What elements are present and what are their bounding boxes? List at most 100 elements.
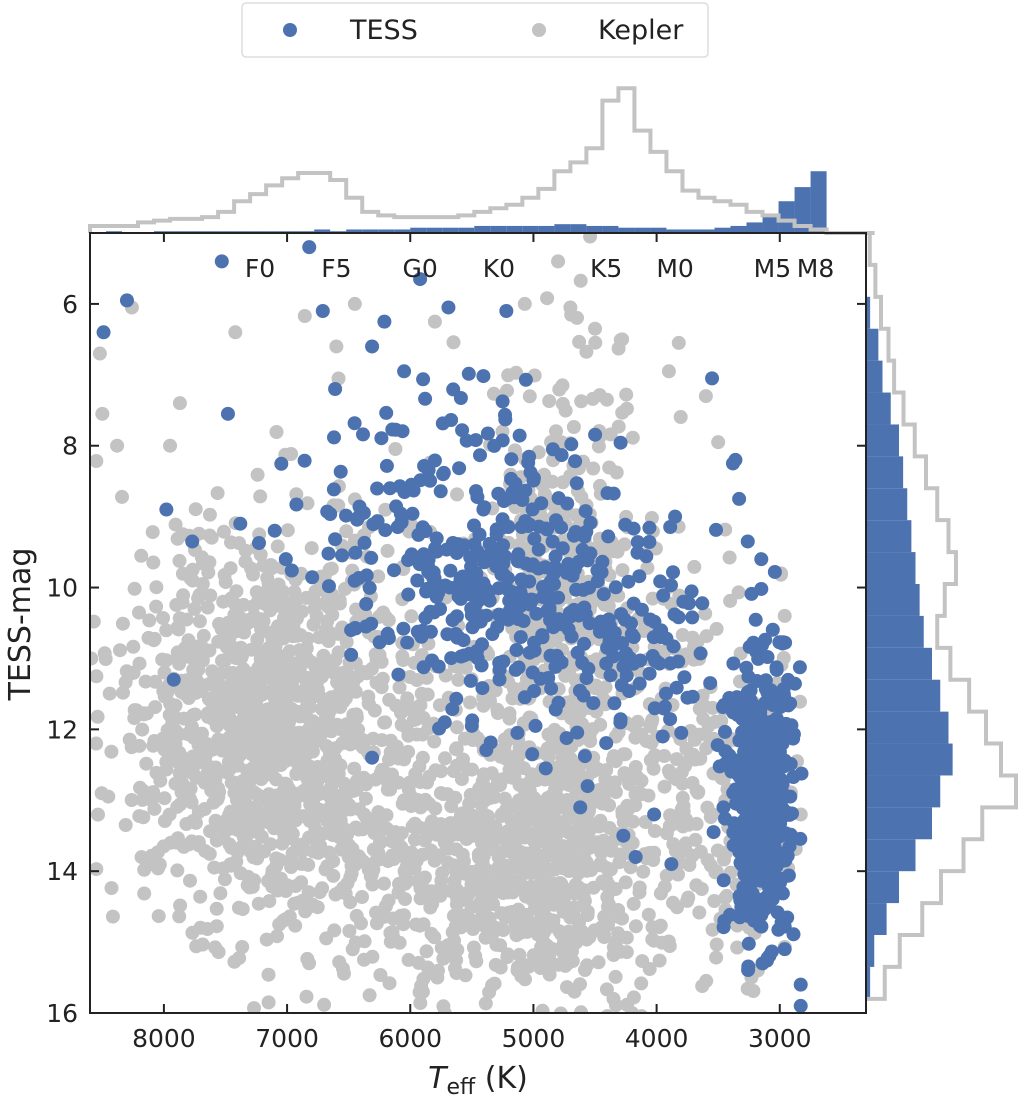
kepler-point <box>506 830 521 845</box>
x-tick-label: 8000 <box>132 1024 196 1053</box>
kepler-point <box>478 789 493 804</box>
tess-hist-bar <box>866 520 912 553</box>
tess-point <box>379 458 394 473</box>
kepler-point <box>593 717 608 732</box>
tess-point <box>578 504 593 519</box>
kepler-point <box>201 709 215 724</box>
tess-point <box>684 584 699 599</box>
tess-point <box>513 598 528 613</box>
tess-point <box>663 656 678 671</box>
tess-point <box>358 619 373 634</box>
y-tick-label: 8 <box>62 432 78 461</box>
tess-point <box>762 736 777 751</box>
kepler-point <box>148 674 163 689</box>
kepler-point <box>595 782 610 796</box>
kepler-point <box>441 1019 455 1033</box>
tess-point <box>423 566 438 581</box>
tess-point <box>710 738 725 753</box>
tess-point <box>579 524 594 539</box>
kepler-point <box>306 617 321 632</box>
tess-point <box>449 609 464 624</box>
kepler-point <box>253 668 268 683</box>
kepler-point <box>692 701 707 716</box>
kepler-point <box>90 651 99 666</box>
kepler-point <box>462 796 477 811</box>
kepler-point <box>601 917 615 932</box>
kepler-point <box>723 593 738 608</box>
tess-point <box>671 610 686 625</box>
kepler-point <box>389 698 404 713</box>
tess-point <box>613 715 628 730</box>
kepler-point <box>459 832 474 846</box>
tess-point <box>497 567 511 582</box>
tess-hist-bar <box>362 229 379 233</box>
kepler-point <box>339 524 354 539</box>
kepler-point <box>225 723 240 738</box>
kepler-point <box>246 567 260 582</box>
kepler-point <box>535 851 550 866</box>
kepler-point <box>369 916 384 931</box>
tess-point <box>381 631 396 646</box>
tess-hist-bar <box>866 615 924 648</box>
tess-point <box>388 422 403 437</box>
kepler-point <box>603 427 618 442</box>
kepler-point <box>190 660 205 675</box>
kepler-point <box>509 920 524 935</box>
tess-point <box>677 670 692 685</box>
tess-point <box>525 747 540 762</box>
tess-point <box>771 809 786 824</box>
kepler-point <box>306 794 320 808</box>
tess-point <box>297 453 312 468</box>
kepler-point <box>325 762 340 777</box>
tess-point <box>716 700 730 714</box>
kepler-point <box>237 808 252 823</box>
tess-hist-bar <box>866 552 916 584</box>
tess-point <box>220 406 235 421</box>
kepler-point <box>388 442 403 456</box>
tess-hist-bar <box>866 775 941 808</box>
tess-hist-bar <box>866 903 887 935</box>
kepler-point <box>449 953 464 968</box>
kepler-point <box>695 979 710 994</box>
tess-point <box>538 761 553 776</box>
kepler-point <box>414 686 429 701</box>
kepler-point <box>136 810 151 825</box>
kepler-point <box>153 773 168 788</box>
kepler-point <box>583 233 598 244</box>
tess-point <box>568 454 583 469</box>
kepler-point <box>679 812 694 827</box>
kepler-point <box>115 616 130 631</box>
kepler-point <box>344 866 359 881</box>
tess-point <box>554 520 569 535</box>
right-histogram <box>866 231 1018 1001</box>
kepler-point <box>615 911 629 926</box>
tess-point <box>642 535 657 549</box>
tess-hist-bar <box>866 679 941 712</box>
kepler-point <box>460 762 475 777</box>
tess-hist-bar <box>618 227 635 233</box>
tess-hist-bar <box>634 227 651 233</box>
kepler-point <box>588 335 603 350</box>
kepler-point <box>488 957 503 972</box>
kepler-point <box>155 652 170 667</box>
kepler-point <box>502 711 517 726</box>
tess-point <box>429 531 444 546</box>
kepler-point <box>223 638 238 653</box>
kepler-point <box>450 487 464 502</box>
kepler-point <box>613 944 628 959</box>
kepler-point <box>489 937 504 952</box>
tess-point <box>498 610 513 625</box>
tess-point <box>348 545 363 560</box>
kepler-point <box>191 805 206 820</box>
tess-point <box>757 751 772 766</box>
x-tick-label: 3000 <box>748 1024 812 1053</box>
kepler-point <box>373 968 388 982</box>
kepler-point <box>227 954 242 969</box>
kepler-point <box>261 791 276 806</box>
kepler-point <box>136 706 151 721</box>
tess-point <box>397 364 412 379</box>
spectral-type-label: K5 <box>590 254 622 283</box>
tess-point <box>509 643 524 657</box>
kepler-point <box>320 661 335 676</box>
tess-hist-bar <box>866 488 908 521</box>
